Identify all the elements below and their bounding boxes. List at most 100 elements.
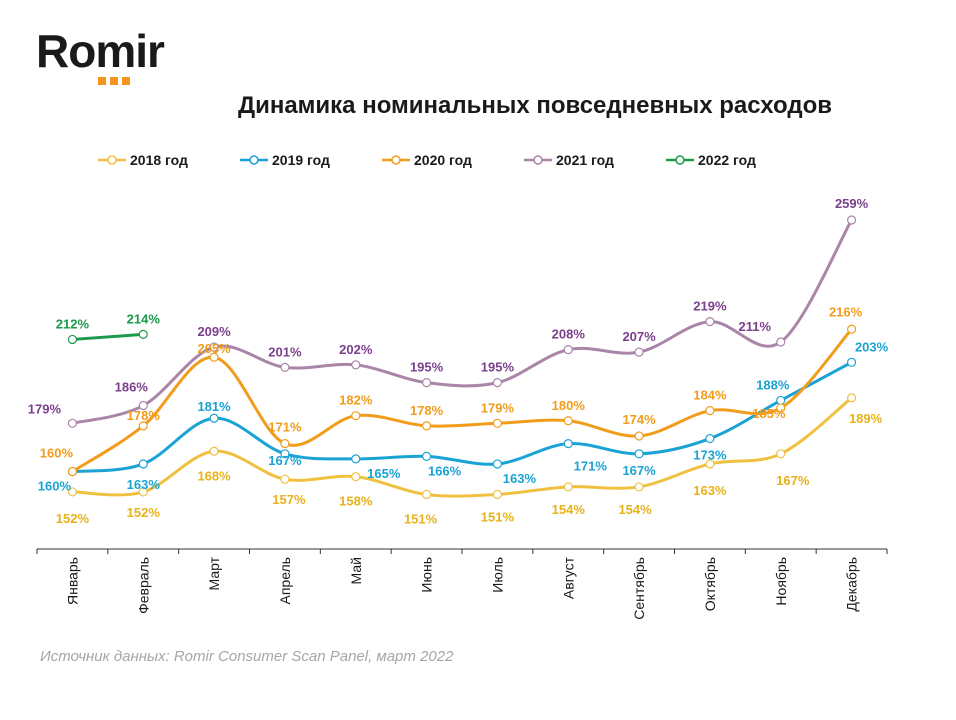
legend-label-1: 2019 год (272, 152, 330, 168)
data-label: 167% (622, 463, 656, 478)
x-tick-label: Январь (64, 557, 80, 605)
data-point (634, 347, 644, 357)
data-point (67, 487, 78, 497)
data-point (563, 482, 573, 492)
data-label: 186% (115, 380, 149, 395)
x-tick-label: Март (206, 556, 222, 590)
data-point (138, 400, 148, 411)
data-label: 211% (738, 319, 771, 334)
data-label: 178% (410, 403, 444, 418)
data-point (846, 324, 857, 334)
data-point (421, 378, 432, 388)
data-point (776, 403, 786, 413)
data-label: 163% (503, 471, 537, 486)
data-label: 180% (552, 398, 586, 413)
data-point (492, 378, 503, 388)
legend-label-0: 2018 год (130, 152, 188, 168)
x-tick-label: Февраль (135, 557, 151, 614)
data-label: 219% (693, 299, 727, 314)
data-point (209, 413, 219, 423)
data-label: 203% (855, 339, 889, 354)
data-label: 157% (272, 492, 306, 507)
data-point (705, 433, 715, 444)
x-tick-label: Июль (489, 557, 505, 593)
data-label: 188% (756, 377, 790, 392)
x-tick-label: Август (560, 556, 576, 599)
legend-marker-2 (391, 155, 401, 165)
data-label: 178% (127, 408, 161, 423)
data-point (634, 482, 644, 492)
data-point (67, 418, 78, 428)
data-point (634, 449, 644, 459)
data-point (280, 474, 290, 484)
data-label: 151% (404, 511, 438, 526)
data-label: 166% (428, 463, 462, 478)
data-point (209, 352, 219, 362)
data-label: 208% (552, 327, 586, 342)
data-point (563, 439, 573, 449)
data-label: 160% (40, 446, 74, 461)
data-point (138, 459, 148, 469)
data-point (421, 451, 432, 461)
data-point (138, 329, 148, 339)
x-axis: Январь Февраль Март Апрель Май Июнь Июль Август… (36, 548, 888, 620)
data-label: 173% (693, 448, 727, 463)
data-label: 184% (693, 388, 727, 403)
data-label: 152% (56, 511, 90, 526)
data-point (563, 345, 573, 355)
data-point (421, 421, 432, 431)
legend-marker-4 (675, 155, 685, 165)
data-point (421, 489, 432, 500)
data-label: 163% (127, 477, 161, 492)
data-label: 202% (339, 342, 373, 357)
data-label: 209% (197, 324, 231, 339)
data-label: 212% (56, 316, 90, 331)
x-tick-label: Май (348, 557, 364, 584)
data-point (138, 421, 148, 431)
data-label: 189% (849, 411, 883, 426)
data-point (776, 449, 786, 459)
data-point (209, 342, 219, 352)
legend-label-3: 2021 год (556, 152, 614, 168)
data-point (492, 459, 503, 469)
data-point (209, 446, 219, 456)
data-label: 168% (197, 468, 231, 483)
data-label: 181% (197, 399, 231, 414)
legend-label-2: 2020 год (414, 152, 472, 168)
series-lines (67, 215, 857, 500)
data-label: 195% (410, 360, 444, 375)
data-point (846, 215, 857, 225)
x-tick-label: Июнь (419, 557, 435, 593)
data-label: 154% (552, 502, 586, 517)
data-label: 167% (776, 473, 810, 488)
data-point (563, 416, 573, 426)
data-label: 160% (38, 479, 72, 494)
series-line-1 (72, 360, 853, 474)
data-label: 158% (339, 494, 373, 509)
data-point (351, 454, 361, 464)
data-point (705, 317, 715, 327)
data-label: 174% (622, 412, 656, 427)
data-label: 207% (622, 329, 656, 344)
data-point (351, 360, 361, 370)
data-label: 259% (835, 196, 869, 211)
data-point (67, 334, 78, 345)
data-label: 182% (339, 393, 373, 408)
data-point (492, 489, 503, 500)
data-point (846, 357, 857, 367)
data-label: 163% (693, 483, 727, 498)
logo-text: Romir (36, 25, 165, 77)
data-label: 179% (481, 400, 515, 415)
x-tick-label: Октябрь (702, 557, 718, 611)
data-label: 179% (28, 401, 62, 416)
data-labels: 152% 152% 168% 157% 158% 151% 151% 154% 154% 163%… (28, 196, 889, 526)
logo-dots (98, 72, 134, 90)
legend-marker-3 (533, 155, 543, 165)
data-label: 154% (618, 502, 652, 517)
x-tick-label: Сентябрь (631, 557, 647, 620)
data-point (634, 431, 644, 441)
data-point (280, 439, 290, 449)
source-note: Источник данных: Romir Consumer Scan Pan… (40, 648, 454, 665)
data-point (705, 459, 715, 469)
